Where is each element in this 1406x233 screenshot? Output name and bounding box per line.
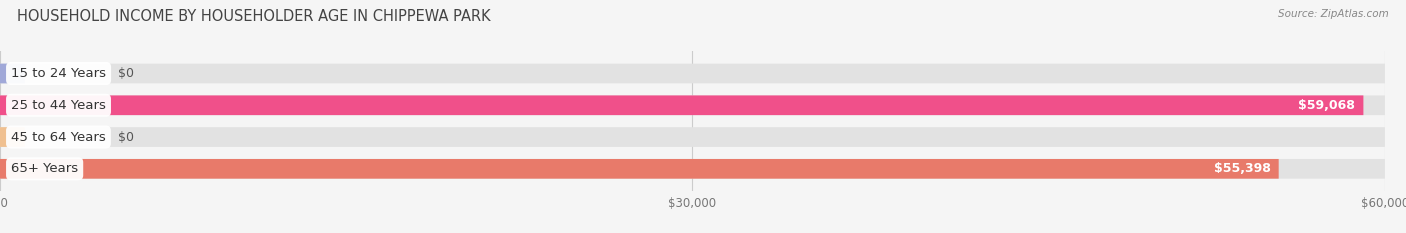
- FancyBboxPatch shape: [0, 64, 1385, 83]
- FancyBboxPatch shape: [0, 96, 1385, 115]
- FancyBboxPatch shape: [0, 127, 25, 147]
- Text: $55,398: $55,398: [1213, 162, 1271, 175]
- FancyBboxPatch shape: [0, 159, 1385, 179]
- FancyBboxPatch shape: [0, 64, 25, 83]
- FancyBboxPatch shape: [0, 127, 1385, 147]
- Text: $59,068: $59,068: [1298, 99, 1355, 112]
- Text: $0: $0: [118, 67, 134, 80]
- Text: $0: $0: [118, 130, 134, 144]
- FancyBboxPatch shape: [0, 96, 1364, 115]
- Text: 65+ Years: 65+ Years: [11, 162, 79, 175]
- Text: Source: ZipAtlas.com: Source: ZipAtlas.com: [1278, 9, 1389, 19]
- FancyBboxPatch shape: [0, 159, 1278, 179]
- Text: 45 to 64 Years: 45 to 64 Years: [11, 130, 105, 144]
- Text: HOUSEHOLD INCOME BY HOUSEHOLDER AGE IN CHIPPEWA PARK: HOUSEHOLD INCOME BY HOUSEHOLDER AGE IN C…: [17, 9, 491, 24]
- Text: 15 to 24 Years: 15 to 24 Years: [11, 67, 105, 80]
- Text: 25 to 44 Years: 25 to 44 Years: [11, 99, 105, 112]
